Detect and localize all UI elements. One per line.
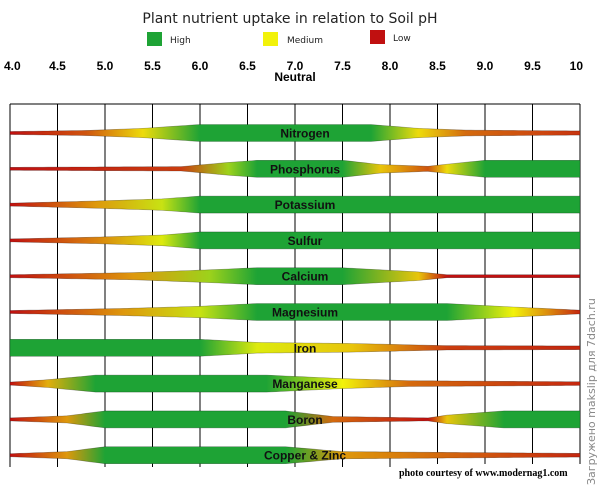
legend: High Medium Low	[147, 30, 411, 46]
x-axis-ticks: 4.0 4.5 5.0 5.5 6.0 6.5 7.0 7.5 8.0 8.5 9.0 9.5 10	[4, 59, 583, 73]
x-tick-label: 6.0	[192, 59, 209, 73]
x-tick-label: 5.0	[97, 59, 114, 73]
nutrient-bands	[9, 124, 581, 464]
nutrient-label: Copper & Zinc	[264, 449, 346, 463]
band-phosphorus	[9, 160, 581, 178]
x-tick-label: 4.5	[49, 59, 66, 73]
x-tick-label: 5.5	[144, 59, 161, 73]
neutral-label: Neutral	[274, 70, 315, 84]
band-copper-zinc	[9, 446, 581, 464]
band-potassium	[9, 195, 581, 214]
x-tick-label: 4.0	[4, 59, 21, 73]
band-nitrogen	[9, 124, 581, 142]
watermark: Загружено makslip для 7dach.ru	[585, 298, 598, 485]
nutrient-label: Potassium	[275, 198, 336, 212]
band-iron	[9, 339, 581, 357]
x-tick-label: 9.5	[524, 59, 541, 73]
legend-swatch-low	[370, 30, 385, 44]
nutrient-label: Boron	[287, 413, 322, 427]
nutrient-labels: Nitrogen Phosphorus Potassium Sulfur Calcium…	[264, 127, 346, 463]
nutrient-label: Phosphorus	[270, 162, 340, 176]
legend-label-medium: Medium	[287, 36, 323, 46]
legend-swatch-high	[147, 32, 162, 46]
legend-label-high: High	[170, 36, 191, 46]
x-tick-label: 9.0	[477, 59, 494, 73]
band-manganese	[9, 374, 581, 393]
x-tick-label: 6.5	[239, 59, 256, 73]
chart-title: Plant nutrient uptake in relation to Soi…	[142, 11, 437, 27]
nutrient-label: Manganese	[272, 377, 338, 391]
band-sulfur	[9, 231, 581, 250]
credit-background	[396, 464, 582, 480]
band-calcium	[9, 267, 581, 285]
nutrient-label: Sulfur	[288, 234, 323, 248]
x-tick-label: 10	[570, 59, 584, 73]
x-tick-label: 8.5	[429, 59, 446, 73]
legend-swatch-medium	[263, 32, 278, 46]
nutrient-label: Magnesium	[272, 306, 338, 320]
nutrient-label: Nitrogen	[280, 127, 329, 141]
band-magnesium	[9, 303, 581, 321]
nutrient-label: Calcium	[282, 270, 329, 284]
photo-credit: photo courtesy of www.modernag1.com	[399, 468, 568, 479]
x-tick-label: 7.5	[334, 59, 351, 73]
legend-label-low: Low	[393, 34, 411, 44]
band-boron	[9, 410, 581, 429]
x-tick-label: 7.0	[287, 59, 304, 73]
x-tick-label: 8.0	[382, 59, 399, 73]
nutrient-label: Iron	[294, 341, 317, 355]
